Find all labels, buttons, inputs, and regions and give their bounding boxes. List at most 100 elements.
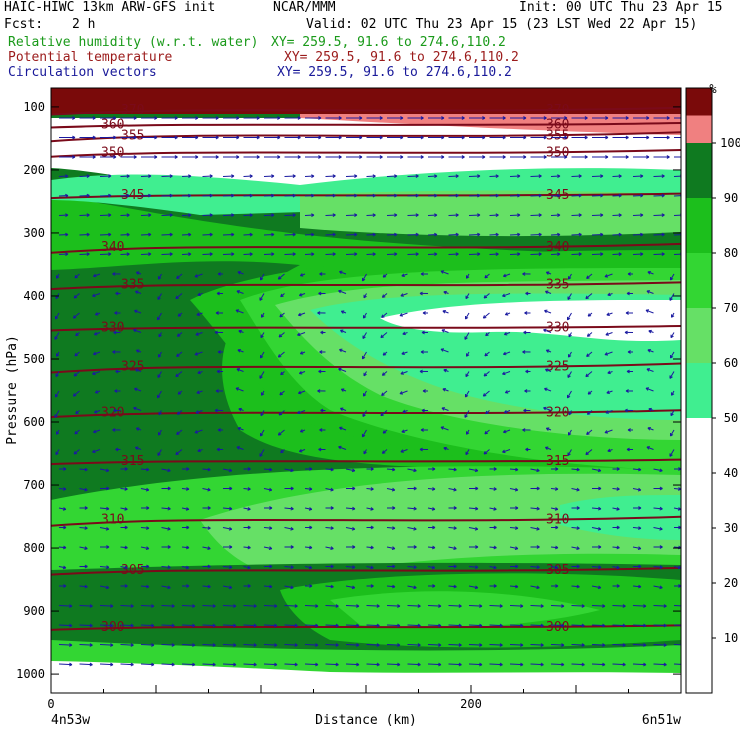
vector-arrow bbox=[604, 351, 613, 356]
vector-arrowhead bbox=[154, 155, 158, 159]
colorbar-frame bbox=[685, 87, 713, 694]
vector-arrowhead bbox=[233, 662, 237, 667]
vector-arrowhead bbox=[259, 453, 263, 457]
vector-arrowhead bbox=[400, 293, 404, 297]
vector-arrow bbox=[465, 312, 470, 320]
vector-arrowhead bbox=[391, 546, 396, 550]
vector-arrowhead bbox=[536, 468, 540, 473]
vector-arrow bbox=[345, 175, 358, 177]
vector-arrowhead bbox=[148, 232, 152, 237]
vector-arrow bbox=[673, 507, 681, 510]
vector-arrow bbox=[653, 253, 665, 255]
vector-arrowhead bbox=[455, 213, 459, 217]
vector-arrow bbox=[93, 273, 101, 277]
vector-arrowhead bbox=[567, 354, 572, 358]
vector-arrowhead bbox=[93, 409, 98, 414]
vector-arrowhead bbox=[354, 232, 358, 237]
vector-arrow bbox=[140, 488, 149, 491]
vector-arrowhead bbox=[618, 193, 622, 198]
vector-arrowhead bbox=[297, 410, 301, 415]
vector-arrow bbox=[605, 410, 613, 414]
vector-arrowhead bbox=[228, 565, 233, 570]
vector-arrow bbox=[120, 507, 128, 510]
vector-arrowhead bbox=[401, 429, 405, 433]
theta-line bbox=[51, 458, 681, 466]
vector-arrowhead bbox=[474, 565, 479, 570]
vector-arrowhead bbox=[499, 643, 503, 647]
vector-arrowhead bbox=[259, 433, 264, 437]
vector-arrowhead bbox=[503, 273, 507, 278]
vector-arrowhead bbox=[465, 431, 470, 435]
vector-arrow bbox=[304, 624, 319, 627]
vector-arrowhead bbox=[524, 311, 528, 315]
vector-arrowhead bbox=[55, 431, 60, 435]
vector-arrow bbox=[530, 585, 540, 589]
vector-arrow bbox=[386, 663, 401, 666]
vector-arrowhead bbox=[379, 116, 383, 120]
vector-arrow bbox=[73, 390, 80, 397]
vector-arrowhead bbox=[564, 155, 568, 159]
theta-line bbox=[51, 281, 681, 291]
vector-arrowhead bbox=[616, 507, 620, 511]
vector-arrowhead bbox=[308, 565, 313, 570]
vector-arrowhead bbox=[318, 447, 322, 452]
vector-arrowhead bbox=[536, 565, 540, 570]
vector-arrow bbox=[284, 194, 296, 197]
colorbar-bin bbox=[686, 143, 712, 198]
vector-arrowhead bbox=[495, 174, 499, 179]
vector-arrow bbox=[366, 566, 374, 569]
vector-arrowhead bbox=[465, 353, 470, 357]
vector-arrowhead bbox=[317, 311, 321, 315]
vector-arrowhead bbox=[482, 116, 486, 120]
vector-arrowhead bbox=[135, 446, 139, 450]
vector-arrow bbox=[140, 527, 150, 529]
vector-arrow bbox=[653, 624, 667, 627]
vector-arrowhead bbox=[148, 174, 152, 178]
vector-arrowhead bbox=[376, 604, 380, 608]
vector-arrowhead bbox=[370, 565, 374, 570]
vector-arrowhead bbox=[557, 232, 561, 237]
vector-arrowhead bbox=[400, 371, 404, 375]
vector-arrowhead bbox=[372, 252, 376, 257]
vector-arrowhead bbox=[69, 623, 73, 628]
vector-arrow bbox=[99, 527, 109, 530]
vector-arrow bbox=[194, 273, 203, 278]
vector-arrow bbox=[284, 507, 294, 510]
vector-arrow bbox=[202, 546, 211, 550]
vector-arrow bbox=[386, 585, 396, 588]
vector-arrow bbox=[181, 546, 190, 549]
vector-arrowhead bbox=[557, 174, 561, 179]
vector-arrowhead bbox=[338, 445, 342, 450]
vector-arrowhead bbox=[271, 193, 275, 198]
vector-arrowhead bbox=[231, 213, 235, 217]
vector-arrowhead bbox=[545, 368, 549, 372]
colorbar-bin bbox=[686, 308, 712, 363]
fcst-label: Fcst: bbox=[4, 17, 44, 32]
vector-arrowhead bbox=[432, 545, 436, 550]
vector-arrowhead bbox=[561, 662, 565, 667]
vector-arrowhead bbox=[339, 426, 343, 431]
vector-arrow bbox=[195, 332, 203, 336]
vector-arrow bbox=[567, 390, 572, 399]
vector-arrowhead bbox=[292, 174, 296, 178]
vector-arrowhead bbox=[479, 643, 483, 647]
vector-arrowhead bbox=[115, 291, 119, 296]
vector-arrowhead bbox=[169, 232, 173, 237]
vector-arrowhead bbox=[359, 135, 363, 140]
vector-arrow bbox=[297, 410, 306, 414]
vector-arrow bbox=[530, 214, 542, 216]
vector-arrow bbox=[468, 194, 481, 197]
vector-arrowhead bbox=[151, 623, 155, 628]
vector-arrowhead bbox=[235, 387, 240, 391]
vector-arrow bbox=[58, 644, 73, 646]
vector-arrowhead bbox=[236, 290, 240, 294]
vector-arrow bbox=[509, 624, 524, 627]
vector-arrowhead bbox=[277, 116, 281, 120]
vector-arrowhead bbox=[157, 432, 162, 436]
vector-arrowhead bbox=[247, 565, 251, 570]
field-rh-xy: XY= 259.5, 91.6 to 274.6,110.2 bbox=[271, 35, 506, 50]
vector-arrowhead bbox=[332, 174, 336, 178]
vector-arrowhead bbox=[84, 526, 88, 530]
vector-arrow bbox=[93, 429, 101, 433]
y-tick-label: 300 bbox=[23, 226, 45, 240]
